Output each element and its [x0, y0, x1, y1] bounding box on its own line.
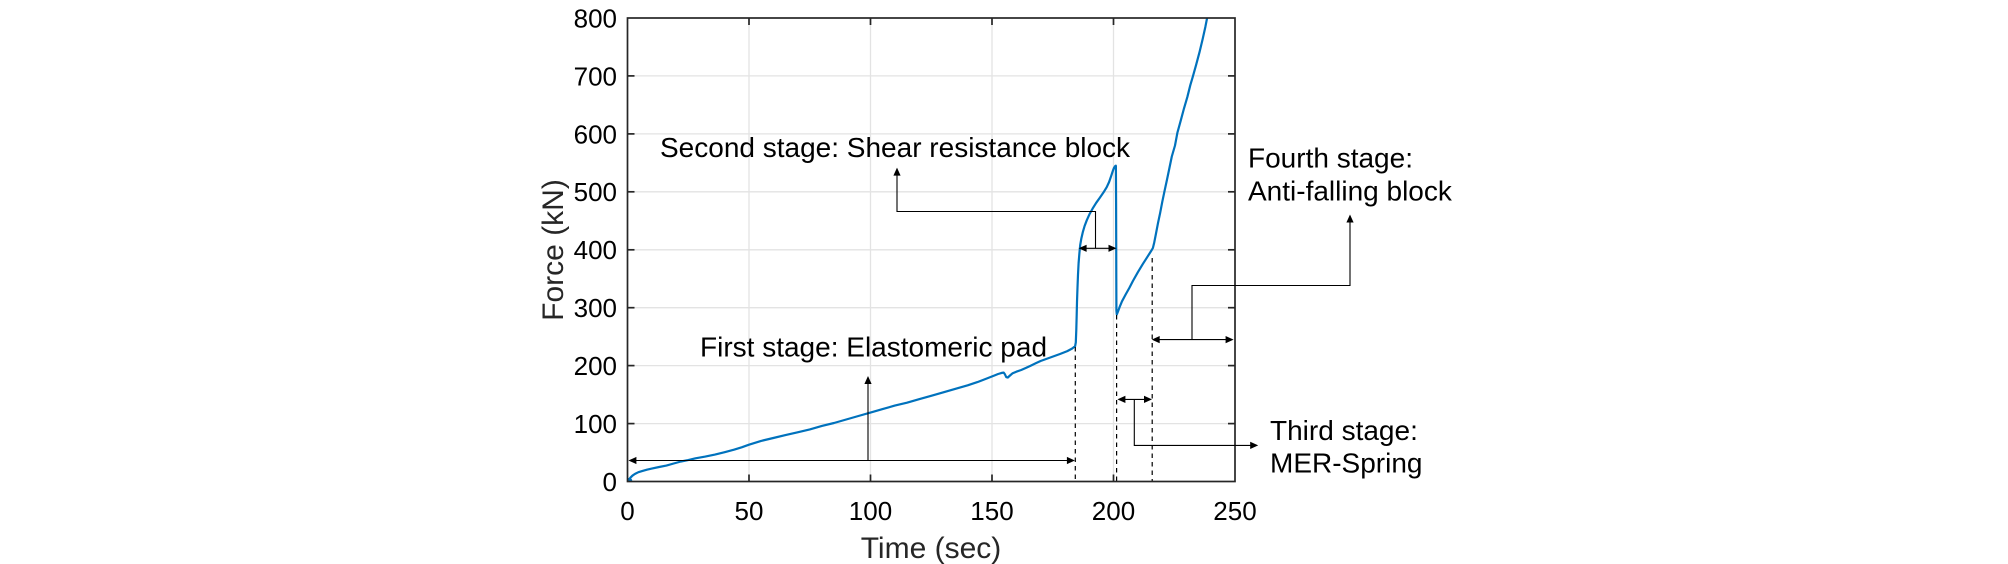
svg-text:Fourth stage:: Fourth stage: [1248, 143, 1413, 174]
svg-text:200: 200 [1092, 496, 1135, 526]
svg-text:250: 250 [1213, 496, 1256, 526]
svg-text:Time (sec): Time (sec) [861, 532, 1002, 564]
svg-text:0: 0 [603, 467, 617, 497]
svg-text:First stage: Elastomeric pad: First stage: Elastomeric pad [700, 332, 1047, 363]
svg-text:600: 600 [574, 119, 617, 149]
svg-text:MER-Spring: MER-Spring [1270, 448, 1422, 479]
svg-text:0: 0 [620, 496, 634, 526]
svg-text:Force (kN): Force (kN) [537, 179, 570, 321]
svg-text:100: 100 [849, 496, 892, 526]
svg-text:800: 800 [574, 3, 617, 33]
svg-text:200: 200 [574, 351, 617, 381]
svg-text:700: 700 [574, 61, 617, 91]
svg-text:100: 100 [574, 409, 617, 439]
svg-text:400: 400 [574, 235, 617, 265]
svg-text:500: 500 [574, 177, 617, 207]
svg-text:Third stage:: Third stage: [1270, 415, 1418, 446]
svg-text:300: 300 [574, 293, 617, 323]
svg-text:Anti-falling block: Anti-falling block [1248, 176, 1453, 207]
svg-text:150: 150 [970, 496, 1013, 526]
svg-text:50: 50 [735, 496, 764, 526]
svg-text:Second stage: Shear resistance: Second stage: Shear resistance block [660, 132, 1131, 163]
